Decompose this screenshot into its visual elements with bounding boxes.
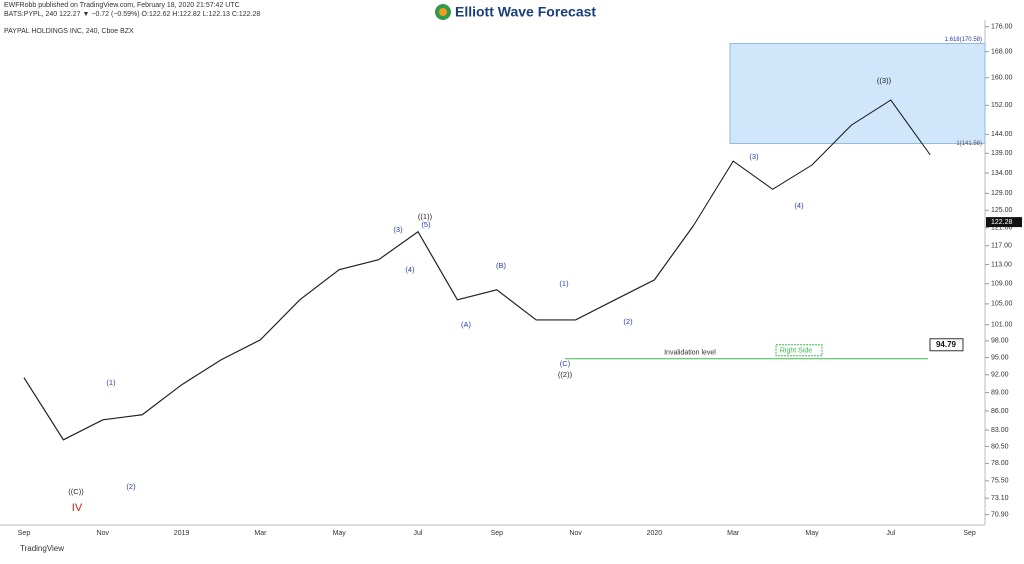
wave-label: (4) xyxy=(794,201,804,210)
series-line xyxy=(693,99,931,226)
wave-label: ((C)) xyxy=(68,487,84,496)
x-tick-label: Mar xyxy=(254,530,267,537)
wave-label: (3) xyxy=(749,152,759,161)
wave-label: ((1)) xyxy=(418,212,433,221)
y-tick-label: 95.00 xyxy=(991,354,1009,361)
wave-label: (2) xyxy=(126,482,136,491)
y-tick-label: 139.00 xyxy=(991,150,1013,157)
y-tick-label: 152.00 xyxy=(991,102,1013,109)
note-box xyxy=(775,344,823,357)
x-tick-label: May xyxy=(333,530,347,537)
series-line xyxy=(23,224,695,441)
x-tick-label: Nov xyxy=(569,530,582,537)
wave-label: (2) xyxy=(623,317,633,326)
x-tick-label: 2020 xyxy=(647,530,663,537)
y-tick-label: 73.10 xyxy=(991,495,1009,502)
y-tick-label: 78.00 xyxy=(991,460,1009,467)
footer: TradingView xyxy=(20,544,64,553)
quote: BATS:PYPL, 240 122.27 ▼ −0.72 (−0.59%) O… xyxy=(4,11,260,18)
x-tick-label: May xyxy=(805,530,819,537)
wave-label: (1) xyxy=(559,279,569,288)
wave-label: (B) xyxy=(496,261,507,270)
y-tick-label: 80.50 xyxy=(991,443,1009,450)
y-tick-label: 113.00 xyxy=(991,261,1012,268)
brand: Elliott Wave Forecast xyxy=(455,4,596,20)
y-tick-label: 121.00 xyxy=(991,225,1013,232)
y-tick-label: 176.00 xyxy=(991,24,1013,31)
y-tick-label: 134.00 xyxy=(991,170,1013,177)
wave-label: (4) xyxy=(405,265,415,274)
y-tick-label: 92.00 xyxy=(991,372,1009,379)
y-tick-label: 75.50 xyxy=(991,478,1009,485)
target-zone xyxy=(729,42,986,145)
price-tag-label: 122.28 xyxy=(991,219,1013,226)
y-tick-label: 160.00 xyxy=(991,75,1013,82)
wave-label: ((2)) xyxy=(558,370,573,379)
y-tick-label: 144.00 xyxy=(991,131,1013,138)
y-tick-label: 70.90 xyxy=(991,511,1009,518)
x-tick-label: Jul xyxy=(414,530,423,537)
x-tick-label: Jul xyxy=(886,530,895,537)
x-tick-label: Sep xyxy=(963,530,976,537)
x-tick-label: Mar xyxy=(727,530,740,537)
y-tick-label: 117.00 xyxy=(991,243,1012,250)
target-high-label: 1.618(170.58) xyxy=(945,37,982,43)
y-tick-label: 125.00 xyxy=(991,207,1013,214)
target-low-label: 1(141.56) xyxy=(956,141,982,147)
value-box xyxy=(929,338,964,352)
note-label: Right Side xyxy=(780,348,812,355)
price-tag xyxy=(986,217,1022,228)
x-tick-label: 2019 xyxy=(174,530,190,537)
publisher: EWFRobb published on TradingView.com, Fe… xyxy=(4,2,240,9)
y-tick-label: 86.00 xyxy=(991,408,1009,415)
invalidation-value: 94.79 xyxy=(936,340,957,349)
y-tick-label: 83.00 xyxy=(991,427,1009,434)
chart-title: PAYPAL HOLDINGS INC, 240, Cboe BZX xyxy=(4,28,134,35)
wave-label: ((3)) xyxy=(877,76,892,85)
logo-dot xyxy=(439,8,447,16)
wave-label: (1) xyxy=(106,378,116,387)
x-tick-label: Nov xyxy=(97,530,110,537)
y-tick-label: 109.00 xyxy=(991,281,1013,288)
y-tick-label: 89.00 xyxy=(991,389,1009,396)
y-tick-label: 168.00 xyxy=(991,48,1013,55)
x-tick-label: Sep xyxy=(491,530,504,537)
wave-label: IV xyxy=(72,502,83,514)
y-tick-label: 98.00 xyxy=(991,338,1009,345)
wave-label: (C) xyxy=(560,359,571,368)
x-tick-label: Sep xyxy=(18,530,31,537)
wave-label: (3) xyxy=(393,225,403,234)
y-tick-label: 105.00 xyxy=(991,301,1013,308)
invalidation-label: Invalidation level xyxy=(664,350,716,357)
wave-label: (5) xyxy=(421,220,431,229)
y-tick-label: 129.00 xyxy=(991,190,1013,197)
y-tick-label: 101.00 xyxy=(991,322,1013,329)
wave-label: (A) xyxy=(461,320,472,329)
